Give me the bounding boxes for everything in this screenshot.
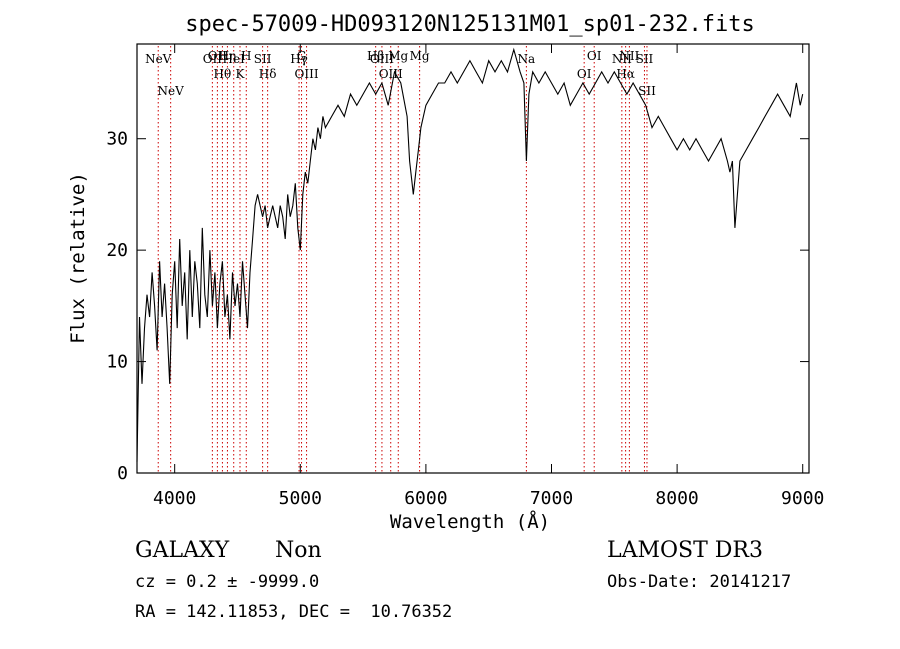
plot-frame: [136, 43, 810, 474]
object-subclass: Non: [275, 538, 322, 563]
emission-line-label: NeV: [158, 84, 185, 98]
x-tick-label: 5000: [279, 488, 322, 509]
emission-line-label: OI: [577, 67, 592, 81]
y-tick-label: 30: [106, 129, 128, 150]
emission-line-label: K: [236, 67, 246, 81]
x-tick-label: 9000: [781, 488, 824, 509]
redshift-value: cz = 0.2 ± -9999.0: [135, 572, 320, 592]
emission-line-label: Hη: [219, 49, 237, 63]
emission-line-label: G: [297, 49, 307, 63]
emission-line-label: Na: [518, 52, 536, 66]
emission-line-label: HeI: [223, 52, 246, 66]
emission-line-label: H: [241, 49, 251, 63]
emission-line-label: NII: [612, 52, 632, 66]
emission-line-label: Hα: [616, 67, 635, 81]
emission-line-label: SII: [638, 84, 656, 98]
survey-name: LAMOST DR3: [607, 538, 763, 563]
x-axis-ticks: 4000 5000 6000 7000 8000 9000: [153, 44, 824, 509]
y-tick-label: 0: [117, 463, 128, 484]
x-axis-label: Wavelength (Å): [390, 510, 550, 533]
emission-line-label: OI: [587, 49, 602, 63]
emission-line-label: Hγ: [290, 52, 308, 66]
y-axis-label: Flux (relative): [67, 172, 89, 344]
object-class: GALAXY: [135, 538, 230, 563]
x-tick-label: 8000: [655, 488, 698, 509]
spectrum-series-line: [136, 47, 804, 462]
x-tick-label: 6000: [404, 488, 447, 509]
x-tick-label: 7000: [530, 488, 573, 509]
coordinates: RA = 142.11853, DEC = 10.76352: [135, 602, 453, 622]
emission-line-label: NII: [619, 49, 639, 63]
emission-line-markers: [157, 46, 648, 473]
x-tick-label: 4000: [153, 488, 196, 509]
emission-line-label: SII: [636, 52, 654, 66]
emission-line-label: OIII: [379, 67, 403, 81]
emission-line-label: Hβ: [367, 49, 384, 63]
emission-line-label: OII: [203, 52, 223, 66]
emission-line-label: Hδ: [259, 67, 277, 81]
emission-line-label: SII: [254, 52, 272, 66]
y-tick-label: 20: [106, 240, 128, 261]
y-axis-ticks: 0 10 20 30: [106, 129, 809, 484]
emission-line-label: NeV: [145, 52, 172, 66]
emission-line-label: Mg: [388, 49, 408, 63]
emission-line-label: OIII: [295, 67, 319, 81]
y-tick-label: 10: [106, 352, 128, 373]
chart-title: spec-57009-HD093120N125131M01_sp01-232.f…: [185, 12, 755, 37]
emission-line-label: Hθ: [214, 67, 232, 81]
emission-line-label: OII: [208, 49, 228, 63]
observation-date: Obs-Date: 20141217: [607, 572, 792, 592]
emission-line-label: Mg: [410, 49, 430, 63]
emission-line-label: OIII: [370, 52, 394, 66]
